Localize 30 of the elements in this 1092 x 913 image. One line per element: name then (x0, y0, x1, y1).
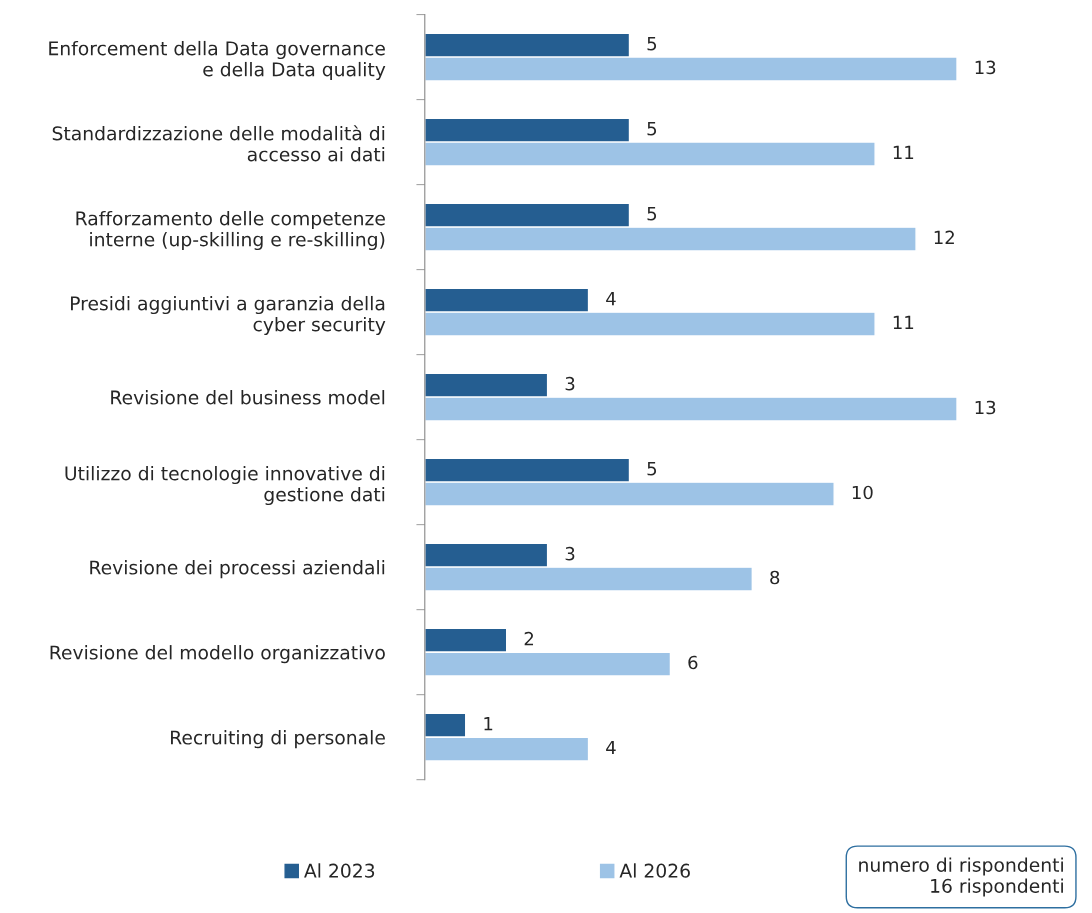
data-label: 11 (893, 315, 914, 330)
data-label: 5 (647, 462, 657, 476)
y-tick-label: Presidi aggiuntivi a garanzia della cyber security (71, 295, 386, 336)
data-label: 13 (975, 400, 996, 415)
data-label: 5 (647, 122, 657, 136)
data-label: 3 (565, 376, 575, 391)
y-tick-label: Revisione dei processi aziendali (90, 560, 385, 579)
data-label: 12 (934, 230, 954, 245)
data-label: 8 (770, 570, 780, 585)
data-label: 4 (606, 740, 616, 755)
data-label: 6 (688, 655, 698, 670)
y-tick-label: Standardizzazione delle modalità di accesso ai dati (52, 125, 385, 162)
data-label: 10 (852, 485, 873, 500)
data-label: 11 (893, 145, 914, 160)
legend-label: Al 2023 (304, 863, 375, 878)
data-label: 1 (484, 717, 493, 731)
legend-label: Al 2026 (619, 863, 690, 878)
y-tick-label: Rafforzamento delle competenze interne (up-skilling e re-skilling) (76, 210, 385, 251)
data-label: 3 (565, 546, 575, 561)
y-tick-label: Revisione del business model (111, 390, 385, 405)
data-label: 13 (975, 60, 996, 75)
text: numero di rispondenti 16 rispondenti (859, 857, 1063, 897)
y-tick-label: Utilizzo di tecnologie innovative di gestione dati (65, 465, 385, 506)
data-label: 2 (524, 631, 534, 646)
y-tick-label: Recruiting di personale (171, 730, 385, 749)
data-label: 5 (647, 207, 657, 221)
data-label: 4 (606, 292, 616, 306)
data-label: 5 (647, 37, 657, 51)
y-tick-label: Enforcement della Data governance e della Data quality (49, 40, 386, 81)
y-tick-label: Revisione del modello organizzativo (50, 645, 385, 664)
